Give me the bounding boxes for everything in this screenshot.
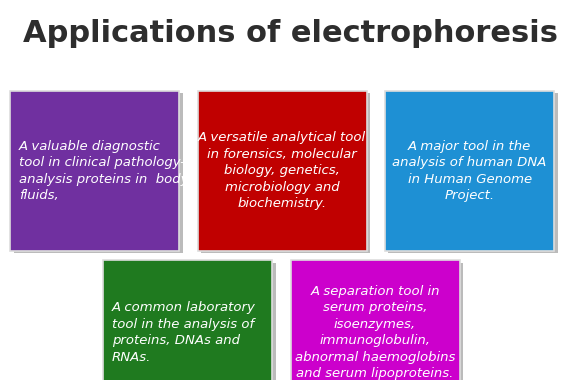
Text: A separation tool in
serum proteins,
isoenzymes,
immunoglobulin,
abnormal haemog: A separation tool in serum proteins, iso… [295, 285, 455, 380]
Text: A major tool in the
analysis of human DNA
in Human Genome
Project.: A major tool in the analysis of human DN… [393, 140, 547, 202]
Text: A valuable diagnostic
tool in clinical pathology-
analysis proteins in  body
flu: A valuable diagnostic tool in clinical p… [19, 140, 189, 202]
FancyBboxPatch shape [201, 93, 370, 253]
FancyBboxPatch shape [107, 263, 276, 380]
FancyBboxPatch shape [294, 263, 463, 380]
FancyBboxPatch shape [14, 93, 183, 253]
FancyBboxPatch shape [103, 260, 272, 380]
Text: A common laboratory
tool in the analysis of
proteins, DNAs and
RNAs.: A common laboratory tool in the analysis… [112, 301, 256, 364]
FancyBboxPatch shape [291, 260, 460, 380]
FancyBboxPatch shape [10, 91, 179, 251]
Text: A versatile analytical tool
in forensics, molecular
biology, genetics,
microbiol: A versatile analytical tool in forensics… [198, 131, 366, 211]
FancyBboxPatch shape [385, 91, 554, 251]
Text: Applications of electrophoresis: Applications of electrophoresis [23, 19, 558, 48]
FancyBboxPatch shape [198, 91, 367, 251]
FancyBboxPatch shape [388, 93, 558, 253]
